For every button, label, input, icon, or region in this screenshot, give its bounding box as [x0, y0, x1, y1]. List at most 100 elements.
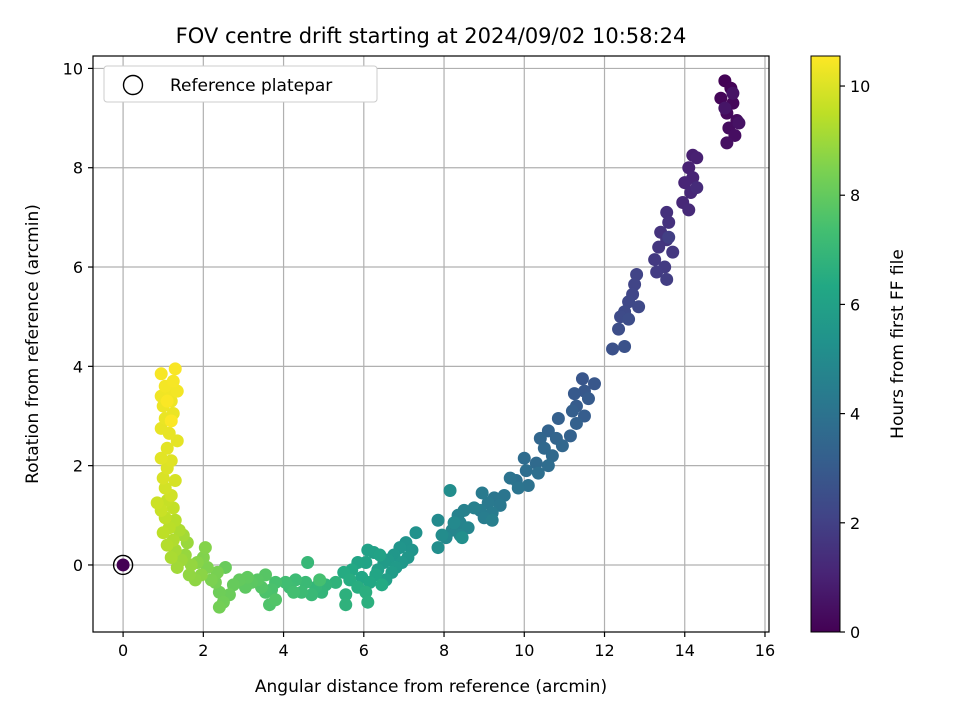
data-point: [519, 464, 533, 478]
data-point: [154, 367, 168, 381]
colorbar-gradient: [810, 55, 841, 633]
y-tick-label: 0: [73, 556, 83, 575]
data-point: [198, 541, 212, 555]
y-axis: 0 2 4 6 8 10: [63, 59, 93, 575]
data-point: [555, 439, 569, 453]
data-point: [517, 451, 531, 465]
data-point: [156, 526, 170, 540]
data-point: [467, 501, 481, 515]
data-point: [184, 558, 198, 572]
data-point: [435, 528, 449, 542]
data-point: [164, 551, 178, 565]
data-point: [682, 161, 696, 175]
data-point: [431, 541, 445, 555]
data-point: [168, 362, 182, 376]
colorbar-tick-label: 10: [850, 77, 870, 96]
grid-lines: [93, 56, 769, 632]
data-point: [541, 459, 555, 473]
data-point: [431, 513, 445, 527]
data-point: [622, 312, 636, 326]
data-point: [718, 101, 732, 115]
data-point: [511, 481, 525, 495]
data-point: [363, 575, 377, 589]
data-point: [648, 253, 662, 267]
data-point: [650, 265, 664, 279]
data-point: [575, 372, 589, 386]
data-point: [305, 588, 319, 602]
data-point: [662, 215, 676, 229]
data-point: [172, 523, 186, 537]
data-point: [212, 585, 226, 599]
y-tick-label: 2: [73, 457, 83, 476]
colorbar-tick-label: 8: [850, 186, 860, 205]
data-point: [630, 267, 644, 281]
data-point: [612, 322, 626, 336]
data-point: [160, 441, 174, 455]
data-point: [164, 454, 178, 468]
colorbar-tick-label: 0: [850, 623, 860, 642]
data-point: [313, 573, 327, 587]
reference-point: [116, 558, 130, 572]
data-point: [154, 451, 168, 465]
y-tick-label: 8: [73, 159, 83, 178]
data-point: [160, 394, 174, 408]
x-tick-label: 8: [439, 641, 449, 660]
x-tick-label: 14: [675, 641, 695, 660]
data-point: [618, 339, 632, 353]
data-point: [158, 481, 172, 495]
y-axis-title: Rotation from reference (arcmin): [23, 204, 43, 484]
legend: Reference platepar: [103, 65, 378, 103]
data-point: [682, 203, 696, 217]
data-points: [150, 74, 746, 614]
data-point: [164, 414, 178, 428]
data-point: [497, 488, 511, 502]
data-point: [447, 516, 461, 530]
data-point: [720, 136, 734, 150]
data-point: [533, 431, 547, 445]
data-point: [732, 116, 746, 130]
data-point: [726, 86, 740, 100]
x-tick-label: 16: [755, 641, 775, 660]
data-point: [690, 151, 704, 165]
data-point: [551, 411, 565, 425]
data-point: [160, 538, 174, 552]
data-point: [287, 585, 301, 599]
colorbar-tick-label: 6: [850, 295, 860, 314]
x-axis-title: Angular distance from reference (arcmin): [255, 677, 607, 697]
data-point: [361, 595, 375, 609]
x-tick-label: 6: [359, 641, 369, 660]
data-point: [521, 479, 535, 493]
data-point: [154, 421, 168, 435]
x-tick-label: 12: [594, 641, 614, 660]
data-point: [170, 384, 184, 398]
plot-frame: [92, 55, 770, 633]
data-point: [339, 598, 353, 612]
data-point: [567, 387, 581, 401]
data-point: [375, 578, 389, 592]
data-point: [660, 205, 674, 219]
x-tick-label: 4: [278, 641, 288, 660]
data-point: [359, 585, 373, 599]
data-point: [662, 230, 676, 244]
data-point: [409, 526, 423, 540]
data-point: [182, 568, 196, 582]
legend-box: [103, 65, 378, 103]
data-point: [269, 593, 283, 607]
chart-title: FOV centre drift starting at 2024/09/02 …: [176, 24, 687, 48]
data-point: [563, 429, 577, 443]
data-point: [226, 578, 240, 592]
legend-label: Reference platepar: [170, 76, 332, 96]
x-tick-label: 2: [198, 641, 208, 660]
data-point: [628, 277, 642, 291]
data-point: [299, 575, 313, 589]
x-tick-label: 10: [514, 641, 534, 660]
data-point: [652, 240, 666, 254]
data-point: [660, 272, 674, 286]
data-point: [475, 486, 489, 500]
data-point: [569, 416, 583, 430]
data-point: [485, 513, 499, 527]
reference-ring: [112, 554, 134, 576]
data-point: [531, 466, 545, 480]
colorbar: 0 2 4 6 8 10 Hours from first FF file: [810, 55, 908, 642]
